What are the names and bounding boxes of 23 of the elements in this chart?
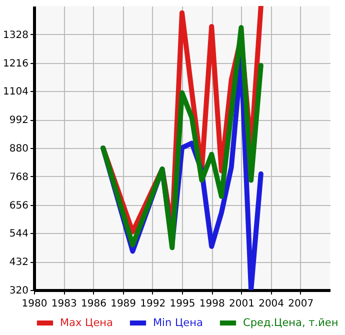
y-tick-label: 768 xyxy=(9,172,28,183)
y-tick-label: 320 xyxy=(9,286,28,296)
x-tick-label: 2004 xyxy=(258,298,284,310)
x-tick-label: 1980 xyxy=(22,298,48,310)
y-tick-label: 1328 xyxy=(3,30,28,41)
x-tick-label: 1989 xyxy=(110,298,136,310)
y-tick-label: 544 xyxy=(9,228,28,240)
y-tick-label: 992 xyxy=(9,115,28,126)
x-tick-label: 2001 xyxy=(228,298,254,310)
legend-label: Min Цена xyxy=(153,317,203,329)
x-tick-label: 1983 xyxy=(51,298,77,310)
y-tick-label: 1104 xyxy=(3,86,28,98)
legend-label: Сред.Цена, т.йен xyxy=(243,317,338,329)
x-tick-label: 1986 xyxy=(80,298,106,310)
y-tick-label: 1216 xyxy=(3,58,28,70)
y-tick-label: 656 xyxy=(9,200,28,212)
x-tick-label: 2007 xyxy=(288,298,314,310)
x-tick-label: 1998 xyxy=(199,298,225,310)
y-tick-label: 432 xyxy=(9,257,28,268)
legend-label: Max Цена xyxy=(60,317,113,329)
x-tick-label: 1995 xyxy=(170,298,196,310)
y-tick-label: 880 xyxy=(9,144,28,154)
x-tick-label: 1992 xyxy=(140,298,166,310)
